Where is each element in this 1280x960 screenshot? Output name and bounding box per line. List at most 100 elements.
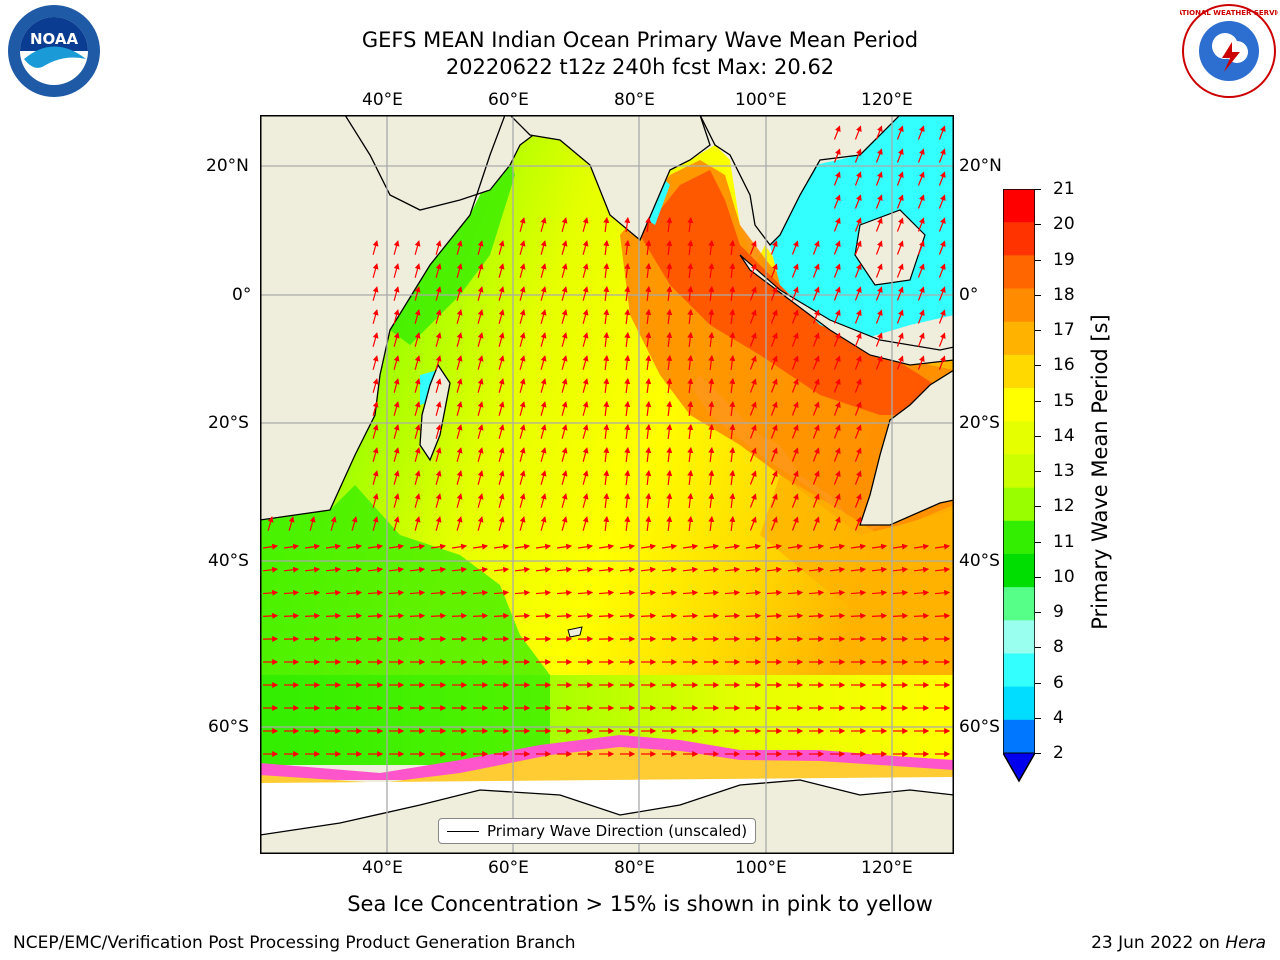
graticule <box>260 115 954 854</box>
wave-direction-arrow <box>435 309 442 324</box>
wave-direction-arrow <box>519 447 526 462</box>
wave-direction-arrow <box>791 401 799 416</box>
colorbar-tick-mark <box>1035 576 1041 578</box>
wave-direction-arrow <box>519 355 526 370</box>
wave-direction-arrow <box>325 543 342 550</box>
colorbar-swatch <box>1003 189 1035 223</box>
borneo <box>854 209 926 286</box>
wave-direction-arrow <box>456 493 463 508</box>
wave-direction-arrow <box>666 469 673 486</box>
wave-direction-arrow <box>561 470 568 485</box>
wave-direction-arrow <box>577 589 594 596</box>
wave-direction-arrow <box>603 262 610 279</box>
wave-direction-arrow <box>770 332 778 347</box>
wave-direction-arrow <box>854 332 862 347</box>
wave-direction-arrow <box>640 612 657 619</box>
wave-direction-arrow <box>451 589 468 596</box>
wave-direction-arrow <box>540 332 547 347</box>
sea-ice-caption: Sea Ice Concentration > 15% is shown in … <box>347 892 933 916</box>
wave-direction-arrow <box>661 566 678 573</box>
wave-direction-arrow <box>850 612 867 619</box>
wave-direction-arrow <box>477 355 484 370</box>
wave-direction-arrow <box>934 566 951 573</box>
wave-direction-arrow <box>519 217 526 232</box>
wave-direction-arrow <box>833 355 841 370</box>
wave-direction-arrow <box>372 355 379 370</box>
colorbar-tick-mark <box>1035 506 1041 508</box>
wave-direction-arrow <box>346 543 363 550</box>
wave-direction-arrow <box>456 424 463 439</box>
wave-direction-arrow <box>561 516 568 531</box>
colorbar-tick-mark <box>1035 753 1041 754</box>
wave-direction-arrow <box>598 589 615 596</box>
wave-direction-arrow <box>582 447 589 462</box>
wave-direction-arrow <box>519 286 526 301</box>
wave-direction-arrow <box>854 516 862 531</box>
sea-ice-yellow <box>260 747 954 785</box>
wave-direction-arrow <box>833 332 841 347</box>
colorbar-tick-label: 14 <box>1053 425 1075 446</box>
wave-direction-arrow <box>833 194 841 209</box>
wave-direction-arrow <box>477 424 484 439</box>
colorbar-swatch <box>1003 553 1035 588</box>
colorbar-swatch <box>1003 454 1035 489</box>
wave-direction-arrow <box>409 612 426 619</box>
wave-direction-arrow <box>582 470 589 485</box>
wave-direction-arrow <box>582 516 589 531</box>
wave-direction-arrow <box>666 492 673 509</box>
wave-direction-arrow <box>729 285 736 302</box>
wave-direction-arrow <box>875 286 883 301</box>
wave-direction-arrow <box>645 469 652 486</box>
chart-title-line2: 20220622 t12z 240h fcst Max: 20.62 <box>445 55 835 79</box>
lat-tick-left: 20°S <box>208 413 249 433</box>
colorbar-border <box>1002 188 1036 783</box>
wave-direction-arrow <box>938 125 946 140</box>
wave-direction-arrow <box>472 543 489 550</box>
wave-direction-arrow <box>430 612 447 619</box>
lat-tick-right: 20°N <box>959 156 1002 176</box>
wave-direction-arrow <box>414 378 421 393</box>
wave-direction-arrow <box>519 424 526 439</box>
wave-direction-arrow <box>791 470 799 485</box>
wave-direction-arrow <box>624 469 631 486</box>
wave-direction-arrow <box>640 543 657 550</box>
colorbar-tick-mark <box>1035 400 1041 402</box>
wave-direction-arrow <box>283 566 300 573</box>
wave-direction-arrow <box>833 148 841 163</box>
wave-direction-arrow <box>598 566 615 573</box>
wave-direction-arrow <box>896 171 904 186</box>
wave-direction-arrow <box>749 516 757 531</box>
wave-direction-arrow <box>451 566 468 573</box>
wave-direction-arrow <box>896 240 904 255</box>
colorbar-swatch <box>1003 587 1035 621</box>
wave-direction-arrow <box>770 516 778 531</box>
wave-direction-arrow <box>749 424 757 439</box>
wave-direction-arrow <box>561 240 568 255</box>
colorbar-swatch <box>1003 222 1035 256</box>
lon-tick-bottom: 120°E <box>861 858 913 878</box>
wave-direction-arrow <box>393 493 400 508</box>
wave-direction-arrow <box>477 493 484 508</box>
wave-direction-arrow <box>435 240 442 255</box>
wave-direction-arrow <box>666 354 673 371</box>
wave-direction-arrow <box>603 446 610 463</box>
wave-direction-arrow <box>875 148 883 163</box>
wave-direction-arrow <box>749 286 757 301</box>
wave-direction-arrow <box>871 589 888 596</box>
wave-direction-arrow <box>770 309 778 324</box>
wave-direction-arrow <box>435 378 442 393</box>
noaa-logo-text: NOAA <box>30 30 79 48</box>
wave-direction-arrow <box>829 543 846 550</box>
wave-direction-arrow <box>892 543 909 550</box>
wave-direction-arrow <box>787 566 804 573</box>
wave-direction-arrow <box>372 332 379 347</box>
wave-direction-arrow <box>682 589 699 596</box>
wave-direction-arrow <box>661 612 678 619</box>
wave-direction-arrow <box>896 194 904 209</box>
wave-direction-arrow <box>917 263 925 278</box>
wave-direction-arrow <box>645 515 652 532</box>
wave-direction-arrow <box>498 447 505 462</box>
wave-direction-arrow <box>283 543 300 550</box>
kerguelen-island <box>567 626 583 638</box>
wave-direction-arrow <box>812 309 820 324</box>
